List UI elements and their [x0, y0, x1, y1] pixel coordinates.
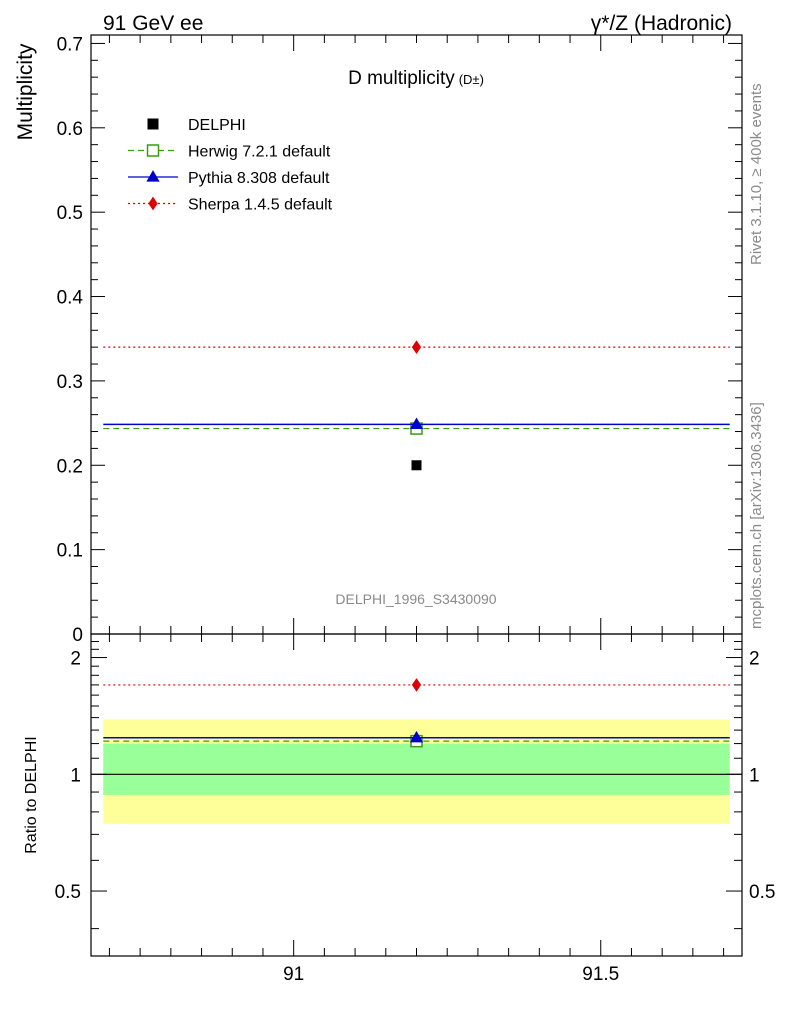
ratio-y-tick-label-right: 0.5: [749, 882, 775, 903]
x-tick-label: 91.5: [582, 964, 619, 985]
x-tick-label: 91: [283, 964, 304, 985]
ratio-point-sherpa-1-4-5-default: [411, 678, 422, 692]
y-tick-label: 0.5: [57, 203, 83, 224]
main-plot-area: [91, 35, 742, 634]
chart-title: D multiplicity (D±): [348, 68, 484, 89]
ratio-y-tick-label-right: 2: [749, 649, 760, 670]
watermark: DELPHI_1996_S3430090: [335, 591, 496, 607]
legend-label-sherpa-1-4-5-default: Sherpa 1.4.5 default: [188, 197, 333, 214]
chart-title-sub: (D±): [459, 72, 484, 87]
ratio-ticks: 0.5 0.5 1 1 2 2: [55, 634, 775, 956]
header-left: 91 GeV ee: [103, 12, 203, 35]
ratio-point-pythia-8-308-default: [409, 730, 424, 743]
legend-marker-delphi: [147, 118, 159, 130]
legend-marker-herwig-7-2-1-default: [146, 144, 160, 157]
ratio-frame: [90, 633, 743, 957]
legend-marker-pythia-8-308-default: [146, 170, 160, 182]
legend-marker-sherpa-1-4-5-default: [148, 196, 158, 211]
y-tick-label: 0.4: [57, 288, 84, 309]
ratio-y-tick-label: 1: [70, 765, 81, 786]
data-point-sherpa-1-4-5-default: [411, 340, 422, 354]
ratio-y-axis-label: Ratio to DELPHI: [23, 736, 40, 853]
header-right: γ*/Z (Hadronic): [591, 12, 732, 35]
ratio-y-tick-label: 2: [70, 649, 81, 670]
y-tick-label: 0.2: [57, 456, 83, 477]
ratio-data: [91, 678, 742, 775]
legend-label-delphi: DELPHI: [188, 117, 246, 134]
ratio-y-tick-label: 0.5: [55, 882, 81, 903]
y-tick-label: 0.6: [57, 119, 83, 140]
main-ticks: 0 0.1 0.2 0.3 0.4 0.5 0.6 0.7: [57, 34, 742, 646]
legend: DELPHI Herwig 7.2.1 default Pythia 8.308 d…: [128, 117, 333, 214]
chart-title-text: D multiplicity: [348, 68, 455, 89]
main-data: [103, 340, 730, 471]
y-tick-label: 0.1: [57, 541, 83, 562]
y-axis-label: Multiplicity: [14, 43, 37, 140]
ratio-y-tick-label-right: 1: [749, 765, 760, 786]
y-tick-label: 0.7: [57, 34, 83, 55]
ratio-bands: [103, 719, 730, 824]
legend-label-herwig-7-2-1-default: Herwig 7.2.1 default: [188, 144, 331, 161]
mcplots-label: mcplots.cern.ch [arXiv:1306.3436]: [748, 402, 765, 629]
ratio-panel: 0.5 0.5 1 1 2 2 Ratio to DELPHI: [23, 633, 775, 957]
y-tick-label: 0: [72, 625, 83, 646]
rivet-label: Rivet 3.1.10, ≥ 400k events: [748, 83, 765, 265]
data-point-delphi: [411, 460, 422, 471]
legend-label-pythia-8-308-default: Pythia 8.308 default: [188, 170, 330, 187]
y-tick-label: 0.3: [57, 372, 83, 393]
ratio-band-inner: [103, 743, 730, 795]
x-tick-labels: 91 91.5: [283, 964, 619, 985]
data-point-pythia-8-308-default: [409, 417, 424, 429]
main-panel: 0 0.1 0.2 0.3 0.4 0.5 0.6 0.7 D multiplicity (D±…: [14, 34, 743, 646]
